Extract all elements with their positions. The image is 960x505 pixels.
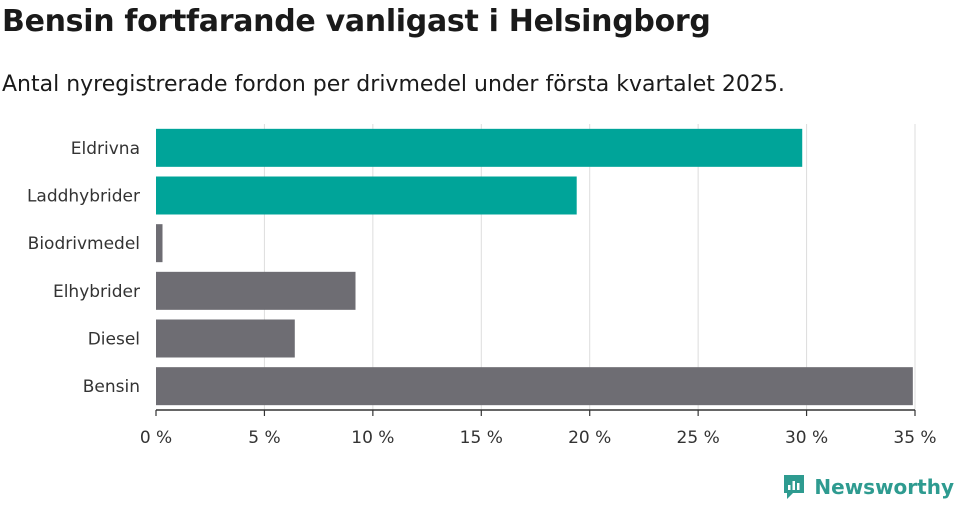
- bar-eldrivna: [156, 128, 803, 167]
- category-label: Biodrivmedel: [28, 234, 140, 254]
- brand-name: Newsworthy: [814, 475, 954, 499]
- bar-laddhybrider: [156, 176, 577, 215]
- x-tick-label: 30 %: [785, 428, 828, 448]
- bar-biodrivmedel: [156, 224, 163, 263]
- newsworthy-chart-icon: [784, 475, 805, 499]
- brand: Newsworthy: [782, 474, 954, 500]
- chart-title: Bensin fortfarande vanligast i Helsingbo…: [2, 4, 711, 39]
- x-tick-label: 20 %: [568, 428, 611, 448]
- x-tick-label: 5 %: [248, 428, 280, 448]
- x-tick-label: 35 %: [893, 428, 936, 448]
- x-tick-label: 15 %: [460, 428, 503, 448]
- category-label: Laddhybrider: [27, 187, 140, 207]
- x-tick-label: 10 %: [351, 428, 394, 448]
- bar-elhybrider: [156, 271, 356, 310]
- category-label: Eldrivna: [71, 139, 140, 159]
- category-label: Elhybrider: [53, 282, 140, 302]
- category-label: Bensin: [83, 377, 140, 397]
- bar-bensin: [156, 367, 913, 406]
- x-tick-label: 0 %: [140, 428, 172, 448]
- chart-subtitle: Antal nyregistrerade fordon per drivmede…: [2, 72, 785, 97]
- bar-diesel: [156, 319, 295, 358]
- x-tick-label: 25 %: [677, 428, 720, 448]
- category-label: Diesel: [88, 330, 140, 350]
